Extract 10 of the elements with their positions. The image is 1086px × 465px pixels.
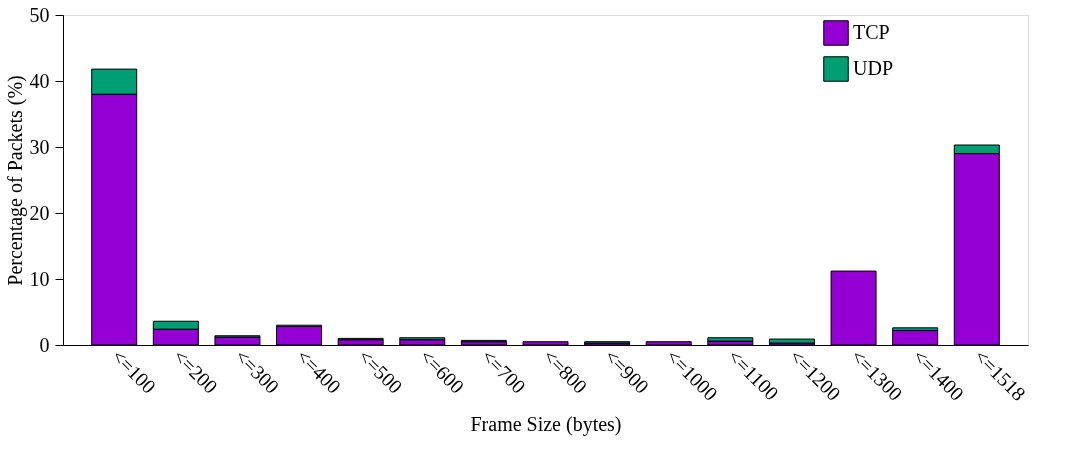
y-tick-label: 40: [29, 69, 50, 92]
y-tick-label: 10: [29, 267, 50, 290]
x-axis-title: Frame Size (bytes): [470, 412, 622, 436]
y-tick-label: 20: [29, 201, 50, 224]
y-axis-title: Percentage of Packets (%): [3, 75, 27, 286]
legend-label: UDP: [853, 57, 894, 79]
legend-label: TCP: [853, 21, 890, 43]
y-tick-label: 50: [29, 3, 50, 26]
y-tick-label: 0: [39, 333, 50, 356]
y-tick-label: 30: [29, 135, 50, 158]
